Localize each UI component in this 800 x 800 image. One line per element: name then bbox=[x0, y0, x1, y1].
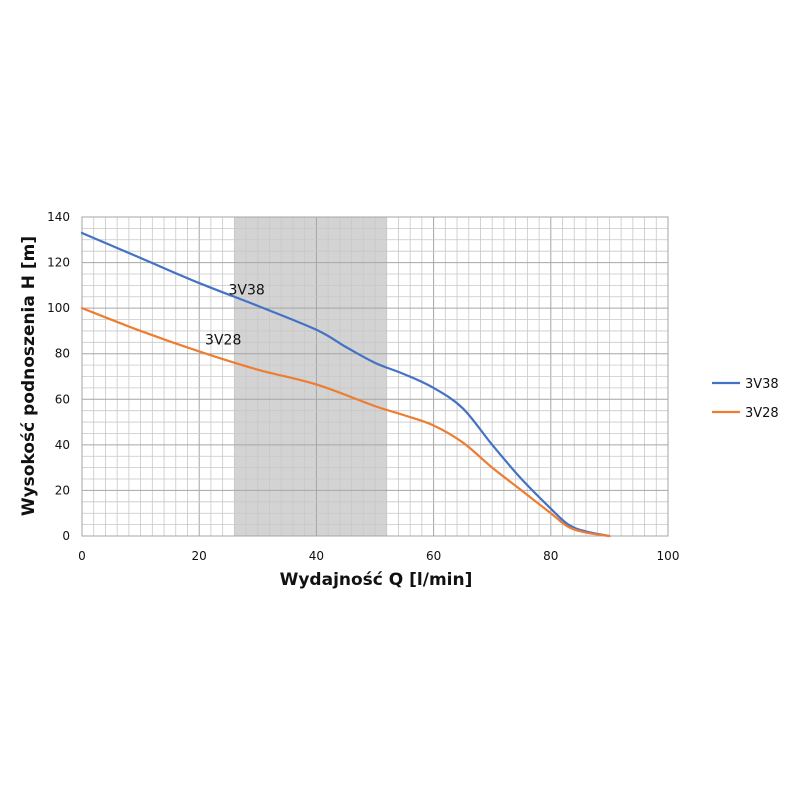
y-tick-label: 40 bbox=[55, 438, 70, 452]
y-tick-label: 60 bbox=[55, 392, 70, 406]
series-labels: 3V38 3V28 bbox=[205, 282, 265, 348]
series-label-3v38: 3V38 bbox=[229, 282, 265, 298]
x-tick-label: 20 bbox=[192, 549, 207, 563]
x-tick-label: 100 bbox=[657, 549, 680, 563]
x-tick-label: 60 bbox=[426, 549, 441, 563]
legend: 3V38 3V28 bbox=[712, 377, 779, 421]
y-tick-label: 80 bbox=[55, 347, 70, 361]
x-axis-title: Wydajność Q [l/min] bbox=[280, 570, 473, 590]
legend-label-3v38: 3V38 bbox=[745, 377, 779, 392]
series-label-3v28: 3V28 bbox=[205, 333, 241, 349]
series-line-3v28 bbox=[80, 307, 611, 538]
x-tick-label: 40 bbox=[309, 549, 324, 563]
legend-label-3v28: 3V28 bbox=[745, 406, 779, 421]
y-tick-labels: 0 20 40 60 80 100 120 140 bbox=[47, 210, 70, 543]
y-axis-title: Wysokość podnoszenia H [m] bbox=[19, 236, 39, 516]
y-tick-label: 140 bbox=[47, 210, 70, 224]
y-tick-label: 100 bbox=[47, 301, 70, 315]
series-line-3v38 bbox=[80, 231, 611, 538]
x-tick-label: 80 bbox=[543, 549, 558, 563]
y-tick-label: 0 bbox=[62, 529, 70, 543]
plot-border bbox=[81, 216, 669, 537]
y-tick-label: 120 bbox=[47, 256, 70, 270]
y-tick-label: 20 bbox=[55, 483, 70, 497]
grid-layer bbox=[81, 216, 669, 537]
x-tick-label: 0 bbox=[78, 549, 86, 563]
series-layer bbox=[80, 231, 611, 538]
x-tick-labels: 0 20 40 60 80 100 bbox=[78, 549, 679, 563]
